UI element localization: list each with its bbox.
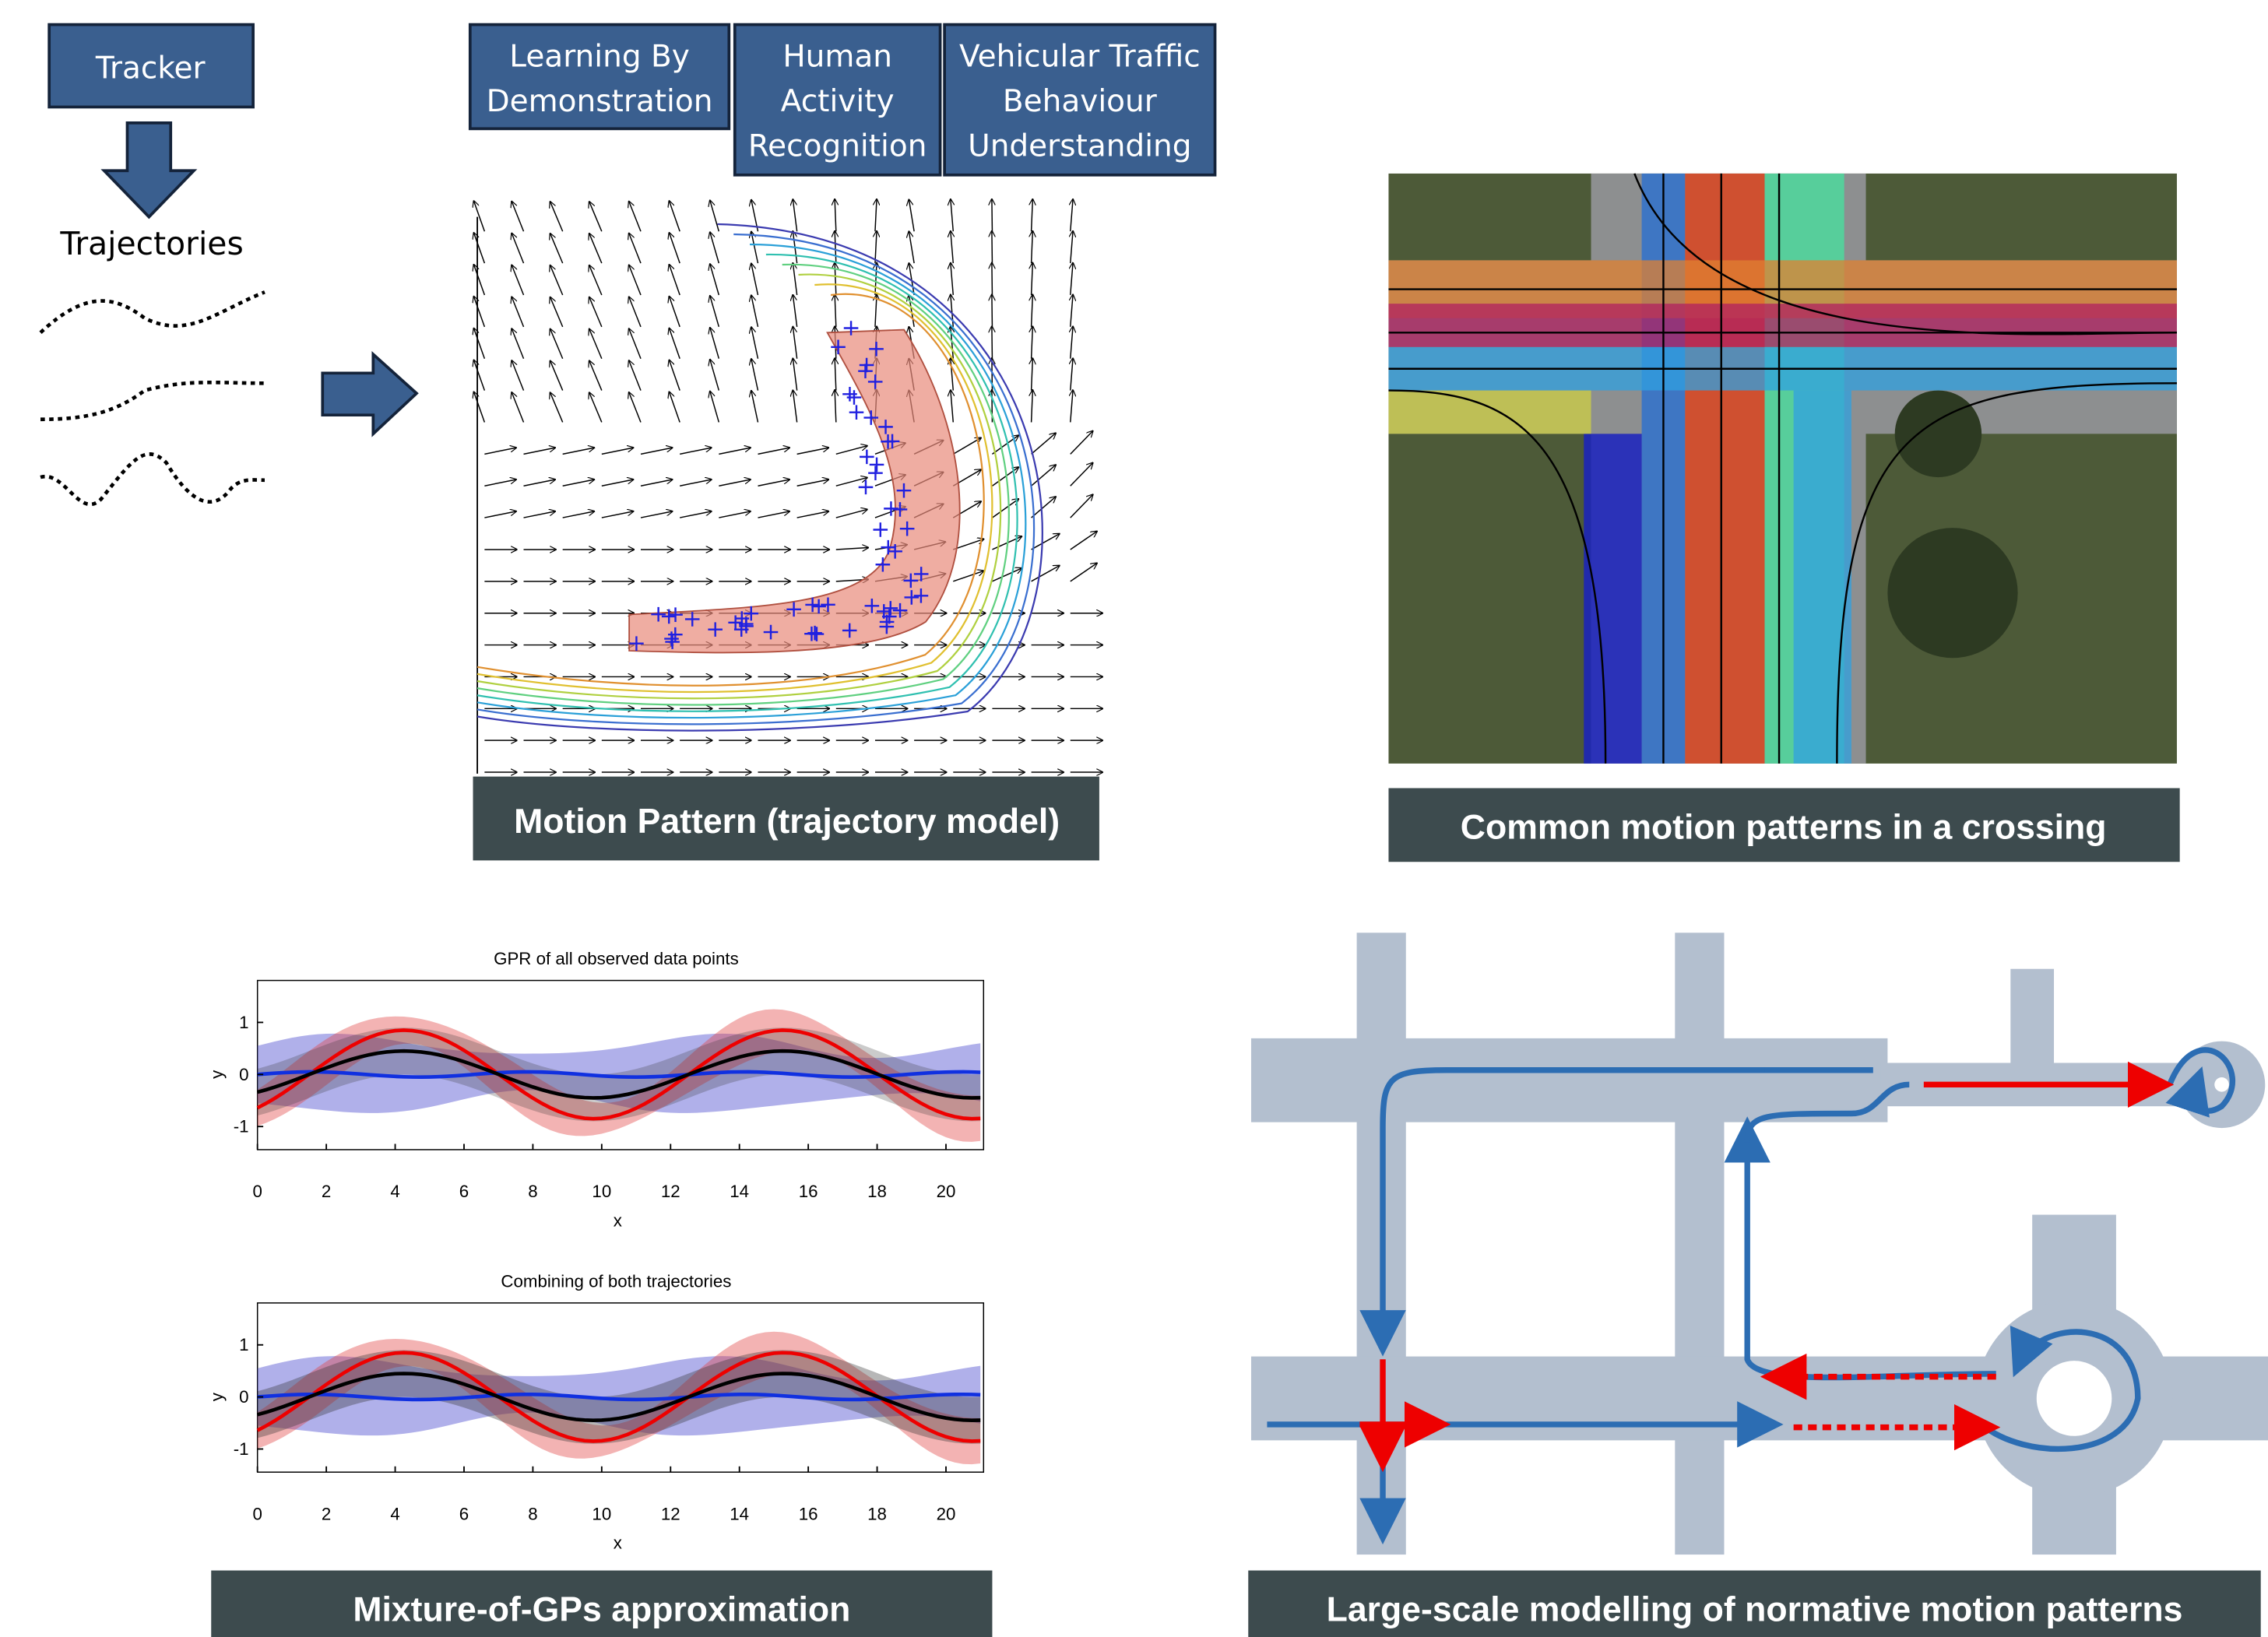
vector xyxy=(992,199,993,231)
x-tick-label: 2 xyxy=(322,1505,331,1524)
x-tick-label: 12 xyxy=(661,1182,680,1201)
application-label: Recognition xyxy=(748,129,927,164)
x-axis-label: x xyxy=(614,1210,622,1230)
y-axis-label: y xyxy=(207,1070,227,1079)
x-tick-label: 0 xyxy=(252,1182,262,1201)
caption: Common motion patterns in a crossing xyxy=(1461,809,2107,847)
x-tick-label: 14 xyxy=(730,1505,749,1524)
x-tick-label: 12 xyxy=(661,1505,680,1524)
x-tick-label: 10 xyxy=(592,1505,611,1524)
x-tick-label: 8 xyxy=(528,1182,537,1201)
x-tick-label: 18 xyxy=(867,1505,887,1524)
application-label: Learning By xyxy=(509,39,690,74)
x-tick-label: 14 xyxy=(730,1182,749,1201)
trajectories-label: Trajectories xyxy=(59,225,243,262)
plot-title: GPR of all observed data points xyxy=(494,949,739,968)
y-tick-label: 0 xyxy=(239,1065,248,1084)
application-label: Activity xyxy=(781,84,895,119)
application-label: Human xyxy=(782,39,892,74)
y-axis-label: y xyxy=(207,1392,227,1401)
vector xyxy=(992,231,993,263)
down-arrow xyxy=(104,123,194,217)
x-tick-label: 16 xyxy=(799,1505,818,1524)
x-axis-label: x xyxy=(614,1533,622,1553)
application-label: Demonstration xyxy=(487,84,713,119)
x-tick-label: 20 xyxy=(937,1505,956,1524)
tracker-label: Tracker xyxy=(95,51,206,86)
x-tick-label: 0 xyxy=(252,1505,262,1524)
x-tick-label: 8 xyxy=(528,1505,537,1524)
x-tick-label: 4 xyxy=(390,1505,399,1524)
y-tick-label: 1 xyxy=(239,1335,248,1354)
plot-title: Combining of both trajectories xyxy=(501,1271,731,1291)
x-tick-label: 10 xyxy=(592,1182,611,1201)
vector xyxy=(992,327,993,359)
caption: Motion Pattern (trajectory model) xyxy=(514,803,1060,841)
caption: Mixture-of-GPs approximation xyxy=(353,1591,850,1629)
x-tick-label: 6 xyxy=(459,1505,469,1524)
vector xyxy=(992,263,993,295)
y-tick-label: 0 xyxy=(239,1387,248,1407)
y-tick-label: -1 xyxy=(234,1117,249,1136)
x-tick-label: 20 xyxy=(937,1182,956,1201)
x-tick-label: 6 xyxy=(459,1182,469,1201)
application-label: Understanding xyxy=(968,129,1191,164)
right-arrow xyxy=(322,354,417,434)
x-tick-label: 4 xyxy=(390,1182,399,1201)
x-tick-label: 16 xyxy=(799,1182,818,1201)
caption: Large-scale modelling of normative motio… xyxy=(1327,1591,2183,1629)
application-label: Vehicular Traffic xyxy=(959,39,1201,74)
vector xyxy=(992,295,993,327)
y-tick-label: -1 xyxy=(234,1439,249,1459)
application-label: Behaviour xyxy=(1003,84,1158,119)
road-map xyxy=(1251,933,2268,1554)
motion-pattern-plot xyxy=(477,217,1095,774)
y-tick-label: 1 xyxy=(239,1013,248,1032)
trajectory-samples xyxy=(40,292,265,504)
x-tick-label: 18 xyxy=(867,1182,887,1201)
figure: Tracker Trajectories Learning By Demonstr… xyxy=(0,0,2268,1637)
x-tick-label: 2 xyxy=(322,1182,331,1201)
